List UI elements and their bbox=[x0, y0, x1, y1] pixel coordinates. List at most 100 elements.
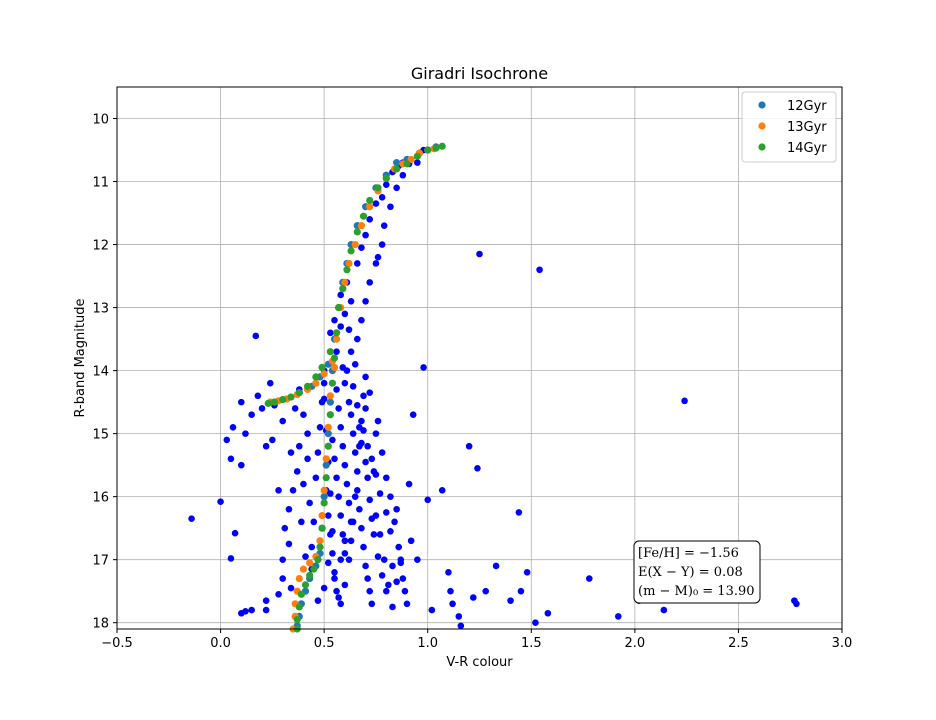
observed-star-point bbox=[585, 575, 593, 582]
x-tick-label: 1.0 bbox=[417, 636, 438, 651]
observed-star-point bbox=[351, 449, 359, 456]
observed-star-point bbox=[374, 253, 382, 261]
observed-star-point bbox=[532, 619, 539, 626]
observed-star-point bbox=[372, 200, 380, 207]
observed-star-point bbox=[358, 244, 365, 252]
observed-star-point bbox=[335, 405, 342, 412]
annotation-line: [Fe/H] = −1.56 bbox=[638, 546, 739, 561]
y-tick-label: 13 bbox=[92, 302, 109, 317]
observed-star-point bbox=[217, 498, 224, 505]
observed-star-point bbox=[248, 411, 255, 419]
observed-star-point bbox=[331, 316, 338, 324]
observed-star-point bbox=[300, 411, 307, 419]
observed-star-point bbox=[389, 562, 396, 570]
observed-star-point bbox=[351, 361, 359, 368]
observed-star-point bbox=[353, 468, 361, 475]
isochrone-point bbox=[279, 395, 287, 404]
isochrone-point bbox=[320, 486, 328, 494]
isochrone-point bbox=[330, 354, 339, 362]
observed-star-point bbox=[223, 436, 231, 444]
axis-ticks: −0.5 0.0 0.5 1.0 1.5 2.0 2.5 3.0 10 11 12 13 14 15 16 1… bbox=[92, 113, 852, 651]
isochrone-point bbox=[295, 603, 303, 611]
observed-star-point bbox=[312, 474, 320, 482]
observed-star-point bbox=[269, 436, 276, 444]
observed-star-point bbox=[393, 184, 400, 192]
observed-star-point bbox=[285, 540, 293, 548]
observed-star-point bbox=[358, 524, 365, 532]
observed-star-point bbox=[405, 480, 413, 488]
annotation-box bbox=[633, 540, 761, 604]
observed-star-point bbox=[229, 424, 237, 431]
observed-star-point bbox=[333, 587, 340, 595]
observed-star-point bbox=[339, 531, 347, 538]
isochrone-point bbox=[332, 329, 341, 337]
isochrone-point bbox=[320, 493, 328, 501]
observed-star-point bbox=[793, 600, 800, 608]
observed-star-point bbox=[285, 505, 293, 513]
observed-star-point bbox=[362, 562, 369, 570]
isochrone-point bbox=[310, 565, 318, 573]
observed-star-point bbox=[614, 613, 622, 620]
isochrone-point bbox=[299, 565, 308, 573]
y-tick-label: 15 bbox=[92, 428, 109, 443]
observed-star-point bbox=[366, 389, 374, 396]
plot-frame bbox=[116, 86, 843, 630]
isochrone-point bbox=[393, 159, 401, 167]
y-tick-label: 14 bbox=[92, 365, 109, 380]
observed-star-point bbox=[469, 594, 477, 601]
isochrone-point bbox=[438, 142, 446, 150]
observed-star-point bbox=[345, 326, 353, 333]
observed-star-point bbox=[337, 323, 345, 330]
isochrone-point bbox=[351, 240, 359, 249]
observed-star-point bbox=[368, 455, 376, 463]
isochrone-point bbox=[295, 389, 303, 397]
legend-marker bbox=[758, 101, 766, 109]
observed-star-point bbox=[353, 487, 361, 494]
observed-star-point bbox=[242, 608, 249, 615]
isochrone-point bbox=[270, 398, 279, 406]
observed-star-point bbox=[327, 490, 334, 497]
y-tick-label: 17 bbox=[92, 554, 109, 569]
observed-star-point bbox=[362, 231, 369, 239]
isochrone-point bbox=[413, 152, 421, 160]
isochrone-point bbox=[301, 581, 310, 589]
observed-star-point bbox=[474, 464, 481, 472]
y-tick-label: 18 bbox=[92, 617, 109, 632]
isochrone-point bbox=[306, 571, 314, 580]
observed-star-point bbox=[331, 455, 338, 463]
observed-star-point bbox=[660, 606, 668, 614]
observed-star-point bbox=[414, 556, 421, 563]
isochrone-point bbox=[312, 379, 320, 387]
isochrone-point bbox=[345, 259, 353, 268]
observed-star-point bbox=[376, 490, 384, 497]
isochrone-point bbox=[314, 556, 322, 564]
legend-marker bbox=[758, 122, 766, 130]
annotation-line: (m − M)₀ = 13.90 bbox=[638, 584, 755, 599]
observed-star-point bbox=[279, 556, 287, 563]
observed-star-point bbox=[329, 436, 336, 444]
observed-star-point bbox=[339, 442, 347, 450]
isochrone-point bbox=[347, 247, 355, 255]
x-axis-label: V-R colour bbox=[446, 655, 513, 670]
observed-star-point bbox=[300, 480, 307, 488]
observed-star-point bbox=[306, 499, 313, 507]
isochrone-point bbox=[330, 363, 339, 372]
isochrone-point bbox=[343, 266, 351, 274]
isochrone-point bbox=[320, 370, 328, 378]
observed-star-point bbox=[331, 568, 338, 576]
isochrone-point bbox=[326, 398, 334, 406]
observed-star-point bbox=[329, 528, 336, 535]
observed-star-point bbox=[258, 405, 266, 412]
observed-star-point bbox=[341, 581, 349, 589]
observed-star-point bbox=[281, 524, 289, 532]
observed-star-point bbox=[320, 379, 328, 387]
observed-star-point bbox=[378, 572, 386, 579]
observed-star-point bbox=[262, 606, 270, 614]
observed-star-point bbox=[457, 622, 465, 630]
observed-star-point bbox=[515, 509, 523, 516]
observed-star-point bbox=[345, 398, 353, 406]
observed-star-point bbox=[310, 518, 318, 526]
observed-star-point bbox=[368, 600, 376, 608]
observed-star-point bbox=[275, 487, 282, 494]
isochrone-point bbox=[306, 559, 314, 567]
